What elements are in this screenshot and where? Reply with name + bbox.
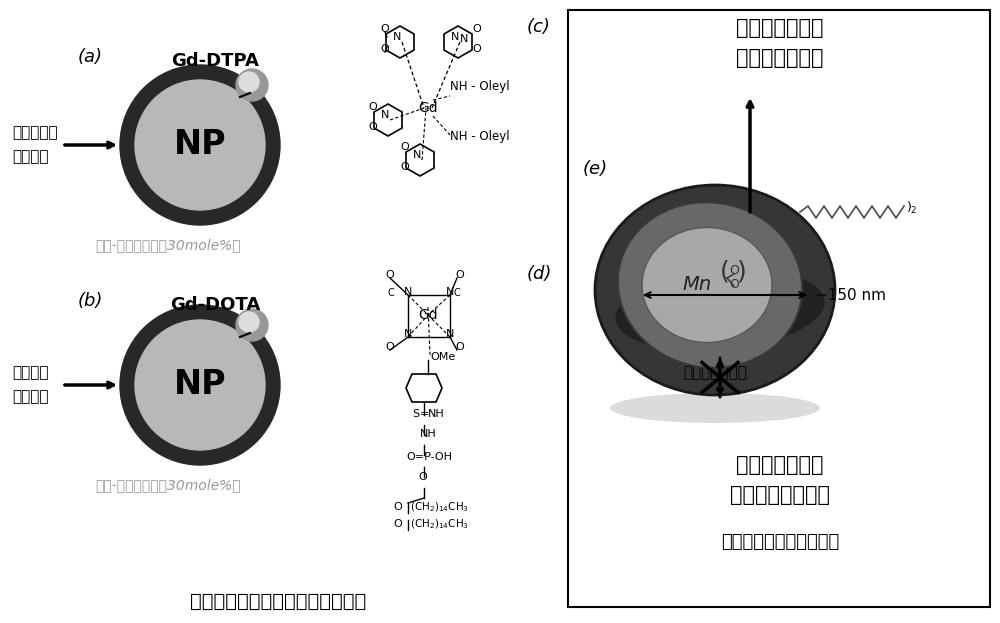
- Text: (d): (d): [527, 265, 552, 283]
- FancyBboxPatch shape: [568, 10, 990, 607]
- Text: C: C: [454, 288, 461, 298]
- Text: N: N: [446, 329, 454, 339]
- Text: Gd-DTPA: Gd-DTPA: [171, 52, 259, 70]
- Text: Mn: Mn: [682, 275, 712, 295]
- Text: 线状-钒（表面含量30mole%）: 线状-钒（表面含量30mole%）: [95, 238, 241, 252]
- Circle shape: [135, 320, 265, 450]
- Text: (: (: [720, 259, 730, 283]
- Text: N: N: [393, 32, 401, 42]
- Text: 急性补体: 急性补体: [12, 366, 48, 381]
- Text: (CH$_2$)$_{14}$CH$_3$: (CH$_2$)$_{14}$CH$_3$: [410, 500, 469, 514]
- Text: (a): (a): [78, 48, 103, 66]
- Text: 激活反应: 激活反应: [12, 389, 48, 404]
- Text: (CH$_2$)$_{14}$CH$_3$: (CH$_2$)$_{14}$CH$_3$: [410, 517, 469, 531]
- Text: NH: NH: [428, 409, 445, 419]
- Text: Gd-DOTA: Gd-DOTA: [170, 296, 260, 314]
- Text: O: O: [472, 44, 481, 54]
- Text: O=P-OH: O=P-OH: [406, 452, 452, 462]
- Text: 肾源性系统: 肾源性系统: [12, 125, 58, 141]
- Text: O: O: [400, 142, 409, 152]
- Text: S: S: [412, 409, 419, 419]
- Text: O: O: [368, 102, 377, 112]
- Text: 油酸锓纳米粒子: 油酸锓纳米粒子: [683, 365, 747, 380]
- Text: (e): (e): [583, 160, 608, 178]
- Text: 钒基纳米粒子的合成方法及副作用: 钒基纳米粒子的合成方法及副作用: [190, 592, 366, 611]
- Text: N: N: [446, 287, 454, 297]
- Text: O: O: [385, 342, 394, 352]
- Text: O: O: [455, 270, 464, 280]
- Circle shape: [120, 305, 280, 465]
- Ellipse shape: [615, 269, 825, 351]
- Text: N: N: [404, 287, 412, 297]
- Text: (c): (c): [527, 18, 551, 36]
- Text: O: O: [472, 24, 481, 34]
- Text: NP: NP: [174, 368, 226, 401]
- Text: N: N: [404, 329, 412, 339]
- Text: NH - Oleyl: NH - Oleyl: [450, 130, 510, 143]
- Text: O: O: [380, 44, 389, 54]
- Text: O: O: [729, 278, 739, 291]
- Circle shape: [239, 72, 259, 92]
- Text: N: N: [460, 34, 468, 44]
- Text: C: C: [388, 288, 395, 298]
- Text: O: O: [455, 342, 464, 352]
- Text: OMe: OMe: [430, 352, 455, 362]
- Text: Gd: Gd: [418, 101, 438, 115]
- Text: 性纤维化: 性纤维化: [12, 150, 48, 164]
- Text: O: O: [418, 472, 427, 482]
- Circle shape: [120, 65, 280, 225]
- Text: O: O: [729, 264, 739, 277]
- Text: NH - Oleyl: NH - Oleyl: [450, 80, 510, 93]
- Text: 对更稀疏的新生: 对更稀疏的新生: [736, 455, 824, 475]
- Text: =: =: [420, 409, 429, 419]
- Text: N: N: [413, 150, 421, 160]
- Text: N: N: [451, 32, 459, 42]
- Text: 锓基纳米粒子的合成方法: 锓基纳米粒子的合成方法: [721, 533, 839, 551]
- Text: 血管表达成像无效: 血管表达成像无效: [730, 485, 830, 505]
- Text: O: O: [393, 502, 402, 512]
- Text: 纤维素成像有效: 纤维素成像有效: [736, 48, 824, 68]
- Text: (b): (b): [78, 292, 103, 310]
- Text: NP: NP: [174, 128, 226, 161]
- Text: 环状-钒（表面含量30mole%）: 环状-钒（表面含量30mole%）: [95, 478, 241, 492]
- Circle shape: [135, 80, 265, 210]
- Text: ): ): [737, 259, 747, 283]
- Ellipse shape: [610, 393, 820, 423]
- Text: N: N: [381, 110, 389, 120]
- Text: O: O: [368, 122, 377, 132]
- Text: ~150 nm: ~150 nm: [815, 287, 886, 303]
- Text: O: O: [380, 24, 389, 34]
- Ellipse shape: [642, 227, 772, 343]
- Text: O: O: [385, 270, 394, 280]
- Circle shape: [236, 309, 268, 341]
- Ellipse shape: [618, 202, 802, 368]
- Text: O: O: [393, 519, 402, 529]
- Text: Gd: Gd: [418, 308, 438, 322]
- Ellipse shape: [595, 185, 835, 395]
- Text: O: O: [400, 162, 409, 172]
- Circle shape: [236, 69, 268, 101]
- Circle shape: [239, 312, 259, 332]
- Text: 对致密抗原分布: 对致密抗原分布: [736, 18, 824, 38]
- Text: NH: NH: [420, 429, 437, 439]
- Text: )$_2$: )$_2$: [906, 200, 918, 216]
